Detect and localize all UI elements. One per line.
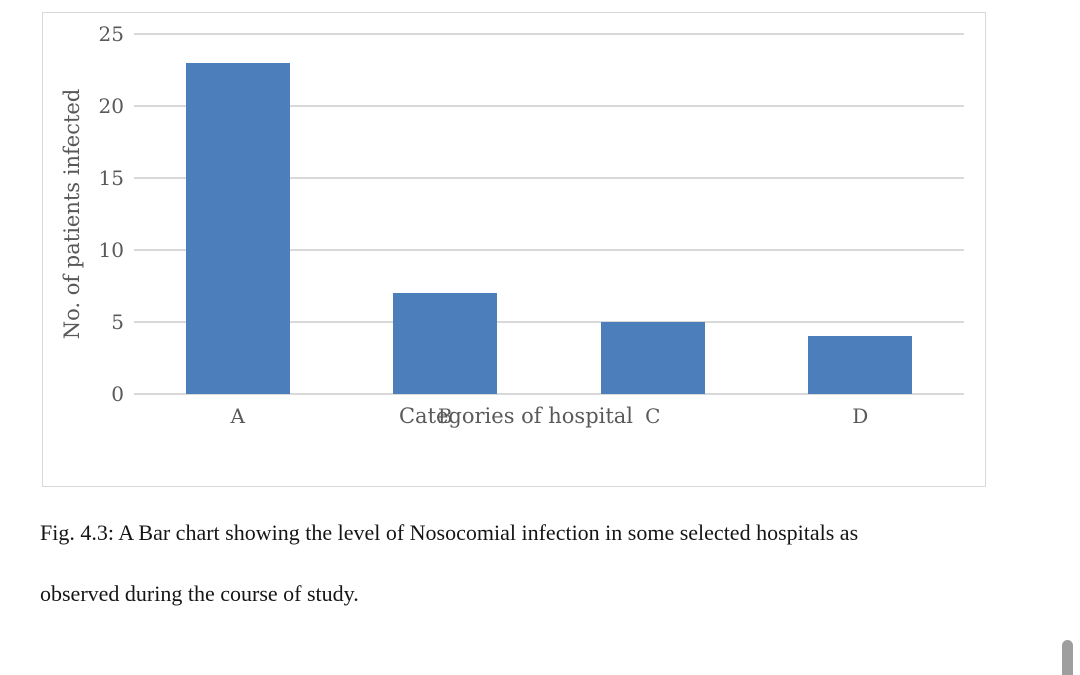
y-tick-label-15: 15 bbox=[98, 166, 124, 190]
bar-A bbox=[185, 62, 290, 394]
y-tick-label-25: 25 bbox=[98, 22, 124, 46]
bar-C bbox=[600, 322, 705, 394]
gridline-y-25 bbox=[134, 33, 964, 35]
y-tick-label-10: 10 bbox=[98, 238, 124, 262]
gridline-y-15 bbox=[134, 177, 964, 179]
gridline-y-10 bbox=[134, 249, 964, 251]
y-tick-label-5: 5 bbox=[111, 310, 124, 334]
y-axis-title: No. of patients infected bbox=[60, 88, 84, 340]
vertical-scrollbar-thumb[interactable] bbox=[1062, 640, 1073, 675]
y-tick-label-0: 0 bbox=[111, 382, 124, 406]
x-tick-label-D: D bbox=[852, 404, 869, 428]
figure-caption-line-1: Fig. 4.3: A Bar chart showing the level … bbox=[40, 520, 859, 545]
x-tick-label-B: B bbox=[437, 404, 453, 428]
bar-chart: 0 5 10 15 20 25 A B C D No. of patients infected… bbox=[42, 12, 986, 487]
x-axis-title: Categories of hospital bbox=[398, 404, 634, 428]
figure-caption-line-2: observed during the course of study. bbox=[40, 581, 359, 606]
gridline-y-20 bbox=[134, 105, 964, 107]
gridline-y-5 bbox=[134, 321, 964, 323]
bar-B bbox=[393, 293, 498, 394]
x-tick-label-A: A bbox=[230, 404, 245, 428]
bar-D bbox=[808, 336, 913, 394]
y-tick-label-20: 20 bbox=[98, 94, 124, 118]
x-tick-label-C: C bbox=[645, 404, 661, 428]
gridline-y-0 bbox=[134, 393, 964, 395]
